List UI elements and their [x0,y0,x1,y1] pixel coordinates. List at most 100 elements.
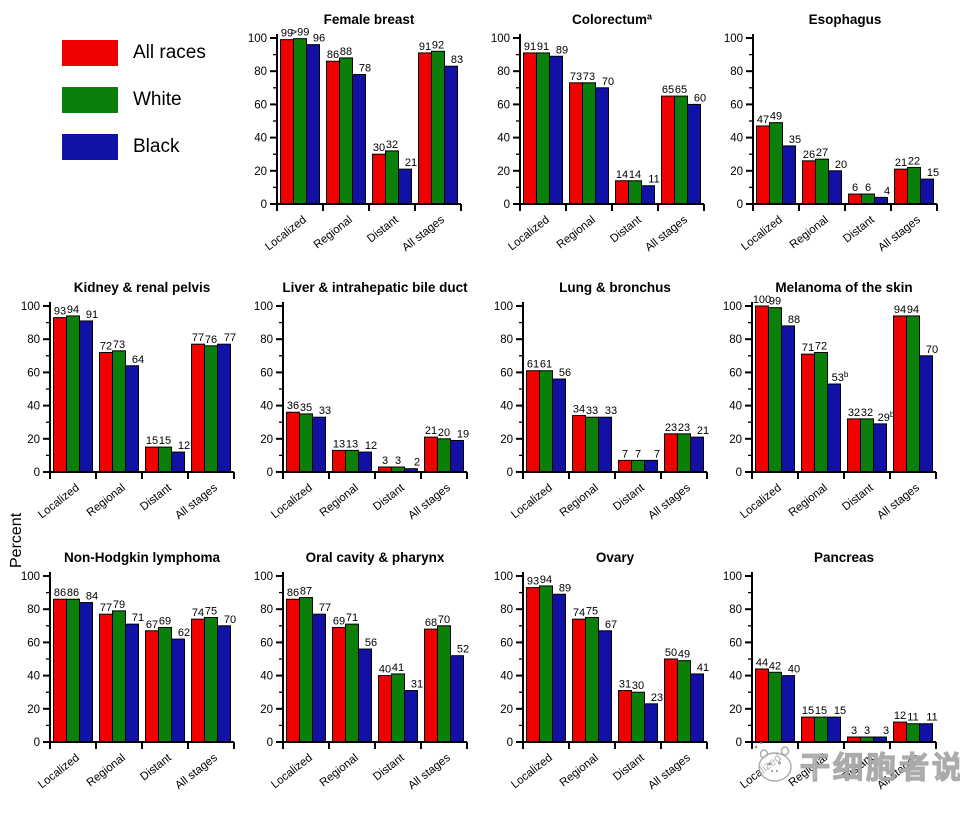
x-category-label: Distant [138,481,174,513]
bar [66,315,80,473]
legend-swatch-black [62,134,118,160]
x-category-label: All stages [400,214,447,254]
x-category-label: Regional [558,752,601,789]
bar-value-label: 52 [457,644,469,656]
x-category-label: All stages [876,214,923,254]
y-tick-label: 100 [723,301,742,313]
y-tick-label: 40 [729,401,742,413]
bar [171,638,185,743]
bar [450,439,464,473]
bar [391,673,405,743]
bar-value-label: 61 [527,359,539,371]
x-category-label: Distant [365,213,401,245]
bar-value-label: 7 [622,448,628,460]
bar [99,613,113,743]
legend-label-white: White [133,89,182,110]
bar [893,721,907,743]
bar [539,370,553,473]
bar [217,343,231,473]
bar-value-label: 15 [834,705,846,717]
bar [847,418,861,473]
x-category-label: Distant [371,481,407,513]
y-tick-label: 0 [507,737,513,749]
bar-value-label: 14 [616,169,628,181]
y-tick-label: 80 [500,604,513,616]
bar [801,716,815,743]
y-tick-label: 100 [723,571,742,583]
y-tick-label: 80 [729,604,742,616]
bar-value-label: 69 [159,615,171,627]
bar [860,418,874,473]
bar [828,170,842,205]
chart-title: Esophagus [809,12,882,27]
y-tick-label: 60 [729,367,742,379]
bar-value-label: 31 [411,679,423,691]
x-category-label: Localized [739,214,785,253]
bar [628,180,642,205]
chart-title: Melanoma of the skin [775,280,912,295]
bar [424,628,438,743]
bar [286,598,300,743]
bar-value-label: 3 [864,725,870,737]
bar [358,648,372,743]
bar-value-label: 84 [86,591,98,603]
x-category-label: Regional [318,482,361,519]
y-tick-label: 100 [248,33,267,45]
bar-value-label: 6 [852,182,858,194]
y-tick-label: 80 [27,604,40,616]
bar [781,675,795,743]
bar [526,370,540,473]
bar-value-label: 30 [632,680,644,692]
bar [919,355,933,473]
bar [158,626,172,743]
bar [801,353,815,473]
chart-esophagus: Esophagus 47 26 6 21 49 27 6 22 35 20 4 15 0 20 40 60 80 1… [724,12,939,254]
bar-value-label: 15 [815,705,827,717]
chart-title: Ovary [596,550,635,565]
chart-oral-cavity-pharynx: Oral cavity & pharynx 86 69 40 68 87 71 41 70 77 5… [254,550,469,792]
x-category-label: Localized [509,752,555,791]
bar-value-label: 26 [803,149,815,161]
bar [674,95,688,205]
chart-colorectum: Colorectuma 91 73 14 65 91 73 14 65 89 70 11 60 0 20 40… [491,11,706,254]
y-tick-label: 20 [254,166,267,178]
bar [125,623,139,743]
bar [437,438,451,473]
bar [145,630,159,743]
bar-value-label: 93 [527,576,539,588]
bar-value-label: 21 [895,157,907,169]
bar [112,350,126,473]
bar [125,365,139,473]
bar-value-label: 78 [359,63,371,75]
bar [644,459,658,473]
bar-value-label: 65 [662,84,674,96]
bar-value-label: 61 [540,359,552,371]
bar-value-label: 19 [457,428,469,440]
y-tick-label: 40 [27,671,40,683]
bar [664,433,678,473]
bar-value-label: 83 [451,54,463,66]
bar-value-label: 31 [619,679,631,691]
y-tick-label: 100 [254,301,273,313]
x-category-label: Distant [611,751,647,783]
y-tick-label: 80 [497,66,510,78]
bar-value-label: 42 [769,660,781,672]
bar-value-label: 41 [392,662,404,674]
bar-value-label: 87 [300,586,312,598]
bar-value-label: 86 [54,587,66,599]
x-category-label: Regional [312,214,355,251]
x-category-label: Distant [611,481,647,513]
bar [815,158,829,205]
bar [569,82,583,205]
bar-value-label: 11 [907,712,918,724]
bar-value-label: 72 [100,340,112,352]
bar [404,690,418,743]
legend-label-all-races: All races [133,42,206,63]
bar [768,671,782,743]
bar [53,598,67,743]
chart-ovary: Ovary 93 74 31 50 94 75 30 49 89 67 23 41 0 20 40 60 80 10… [494,550,709,792]
x-category-label: Localized [506,214,552,253]
y-tick-label: 20 [729,704,742,716]
bar [280,39,294,205]
